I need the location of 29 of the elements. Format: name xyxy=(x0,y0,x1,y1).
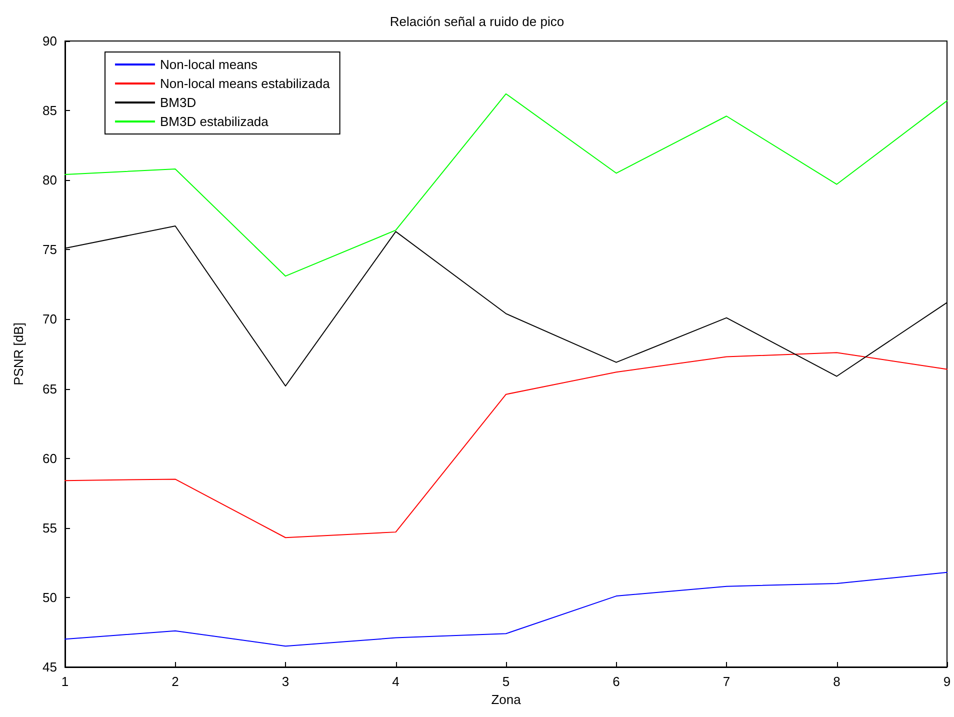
y-axis-title: PSNR [dB] xyxy=(11,322,26,386)
legend-label: BM3D xyxy=(160,95,196,110)
chart-title: Relación señal a ruido de pico xyxy=(390,14,564,29)
legend-label: Non-local means xyxy=(160,57,258,72)
x-tick-label: 7 xyxy=(722,674,730,689)
x-tick-label: 3 xyxy=(282,674,290,689)
y-tick-label: 65 xyxy=(42,381,57,396)
legend-label: BM3D estabilizada xyxy=(160,114,270,129)
y-tick-label: 55 xyxy=(42,520,57,536)
y-tick-label: 85 xyxy=(42,103,57,118)
y-tick-label: 60 xyxy=(42,450,57,466)
x-tick-label: 1 xyxy=(61,674,69,689)
x-tick-label: 4 xyxy=(392,674,400,689)
x-tick-label: 2 xyxy=(172,674,179,689)
y-tick-label: 90 xyxy=(42,34,57,48)
y-tick-label: 50 xyxy=(42,590,57,605)
y-tick-label: 45 xyxy=(42,660,57,674)
x-tick-label: 6 xyxy=(612,674,620,689)
y-tick-label: 75 xyxy=(42,242,57,258)
x-tick-label: 9 xyxy=(943,674,951,689)
x-axis-title: Zona xyxy=(491,692,522,707)
x-tick-label: 5 xyxy=(502,674,510,689)
y-tick-label: 80 xyxy=(42,172,57,188)
y-tick-label: 70 xyxy=(42,312,57,327)
x-tick-label: 8 xyxy=(833,674,840,689)
line-series xyxy=(64,352,948,538)
legend-label: Non-local means estabilizada xyxy=(160,76,331,91)
line-series xyxy=(64,93,948,277)
line-series xyxy=(64,572,948,647)
